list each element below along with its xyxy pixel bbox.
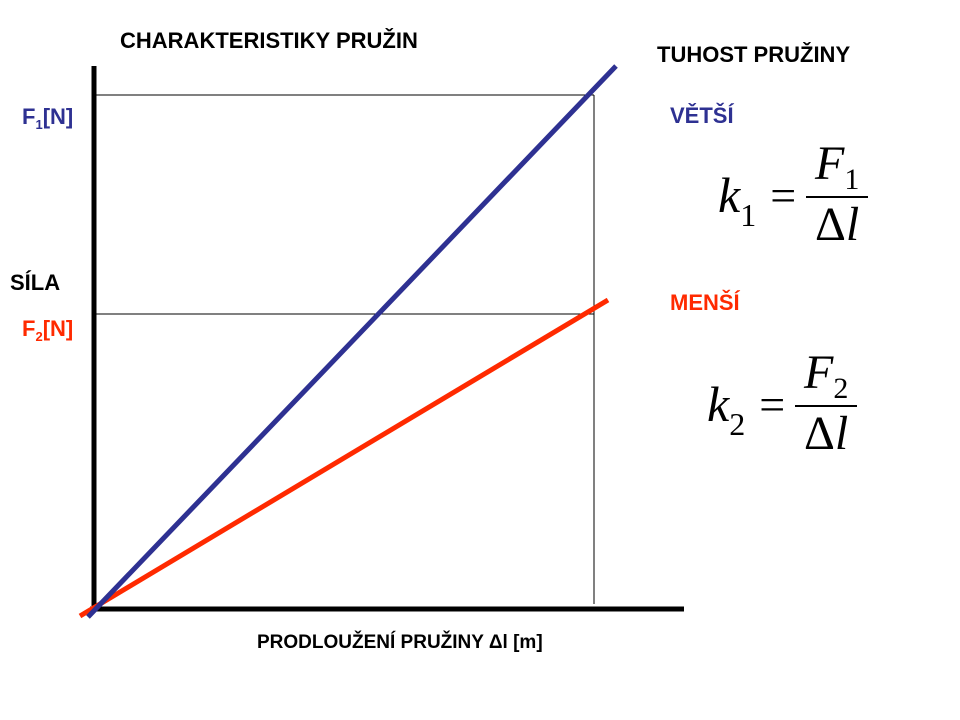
formula-1-numerator-subscript: 1 — [844, 163, 860, 196]
stiffness-smaller-label: MENŠÍ — [670, 290, 740, 315]
formula-2-fraction: F2 Δl — [795, 346, 858, 461]
stiffness-bigger-label: VĚTŠÍ — [670, 103, 734, 128]
f1-subscript: 1 — [35, 117, 43, 132]
f2-symbol: F — [22, 316, 36, 341]
formula-1-numerator: F1 — [814, 137, 860, 197]
formula-1-equals: = — [770, 169, 797, 221]
f2-subscript: 2 — [35, 329, 43, 344]
formula-2-numerator-subscript: 2 — [833, 372, 849, 405]
f2-unit: [N] — [42, 316, 74, 341]
formula-2-denominator: Δl — [804, 407, 849, 460]
spring-1-line — [86, 64, 618, 619]
stiffness-title: TUHOST PRUŽINY — [657, 42, 851, 67]
formula-2-k: k2 — [707, 376, 746, 442]
spring-2-line — [78, 297, 610, 619]
chart-title: CHARAKTERISTIKY PRUŽIN — [120, 28, 418, 53]
formula-k1: k1 = F1 Δl — [718, 137, 869, 252]
f2-label: F2[N] — [22, 316, 74, 344]
formula-1-fraction-bar — [806, 196, 869, 198]
formula-2-equals: = — [759, 378, 786, 430]
f1-unit: [N] — [42, 104, 74, 129]
formula-1-fraction: F1 Δl — [806, 137, 869, 252]
formula-k2: k2 = F2 Δl — [707, 346, 858, 461]
x-axis-label: PRODLOUŽENÍ PRUŽINY Δl [m] — [257, 632, 543, 653]
formula-1-k-subscript: 1 — [740, 197, 757, 233]
y-axis-label: SÍLA — [10, 270, 61, 295]
f1-symbol: F — [22, 104, 36, 129]
formula-2-numerator: F2 — [803, 346, 849, 406]
f1-label: F1[N] — [22, 104, 74, 132]
formula-1-denominator: Δl — [815, 198, 860, 251]
formula-2-fraction-bar — [795, 405, 858, 407]
formula-1-k: k1 — [718, 167, 757, 233]
formula-2-k-subscript: 2 — [729, 406, 746, 442]
